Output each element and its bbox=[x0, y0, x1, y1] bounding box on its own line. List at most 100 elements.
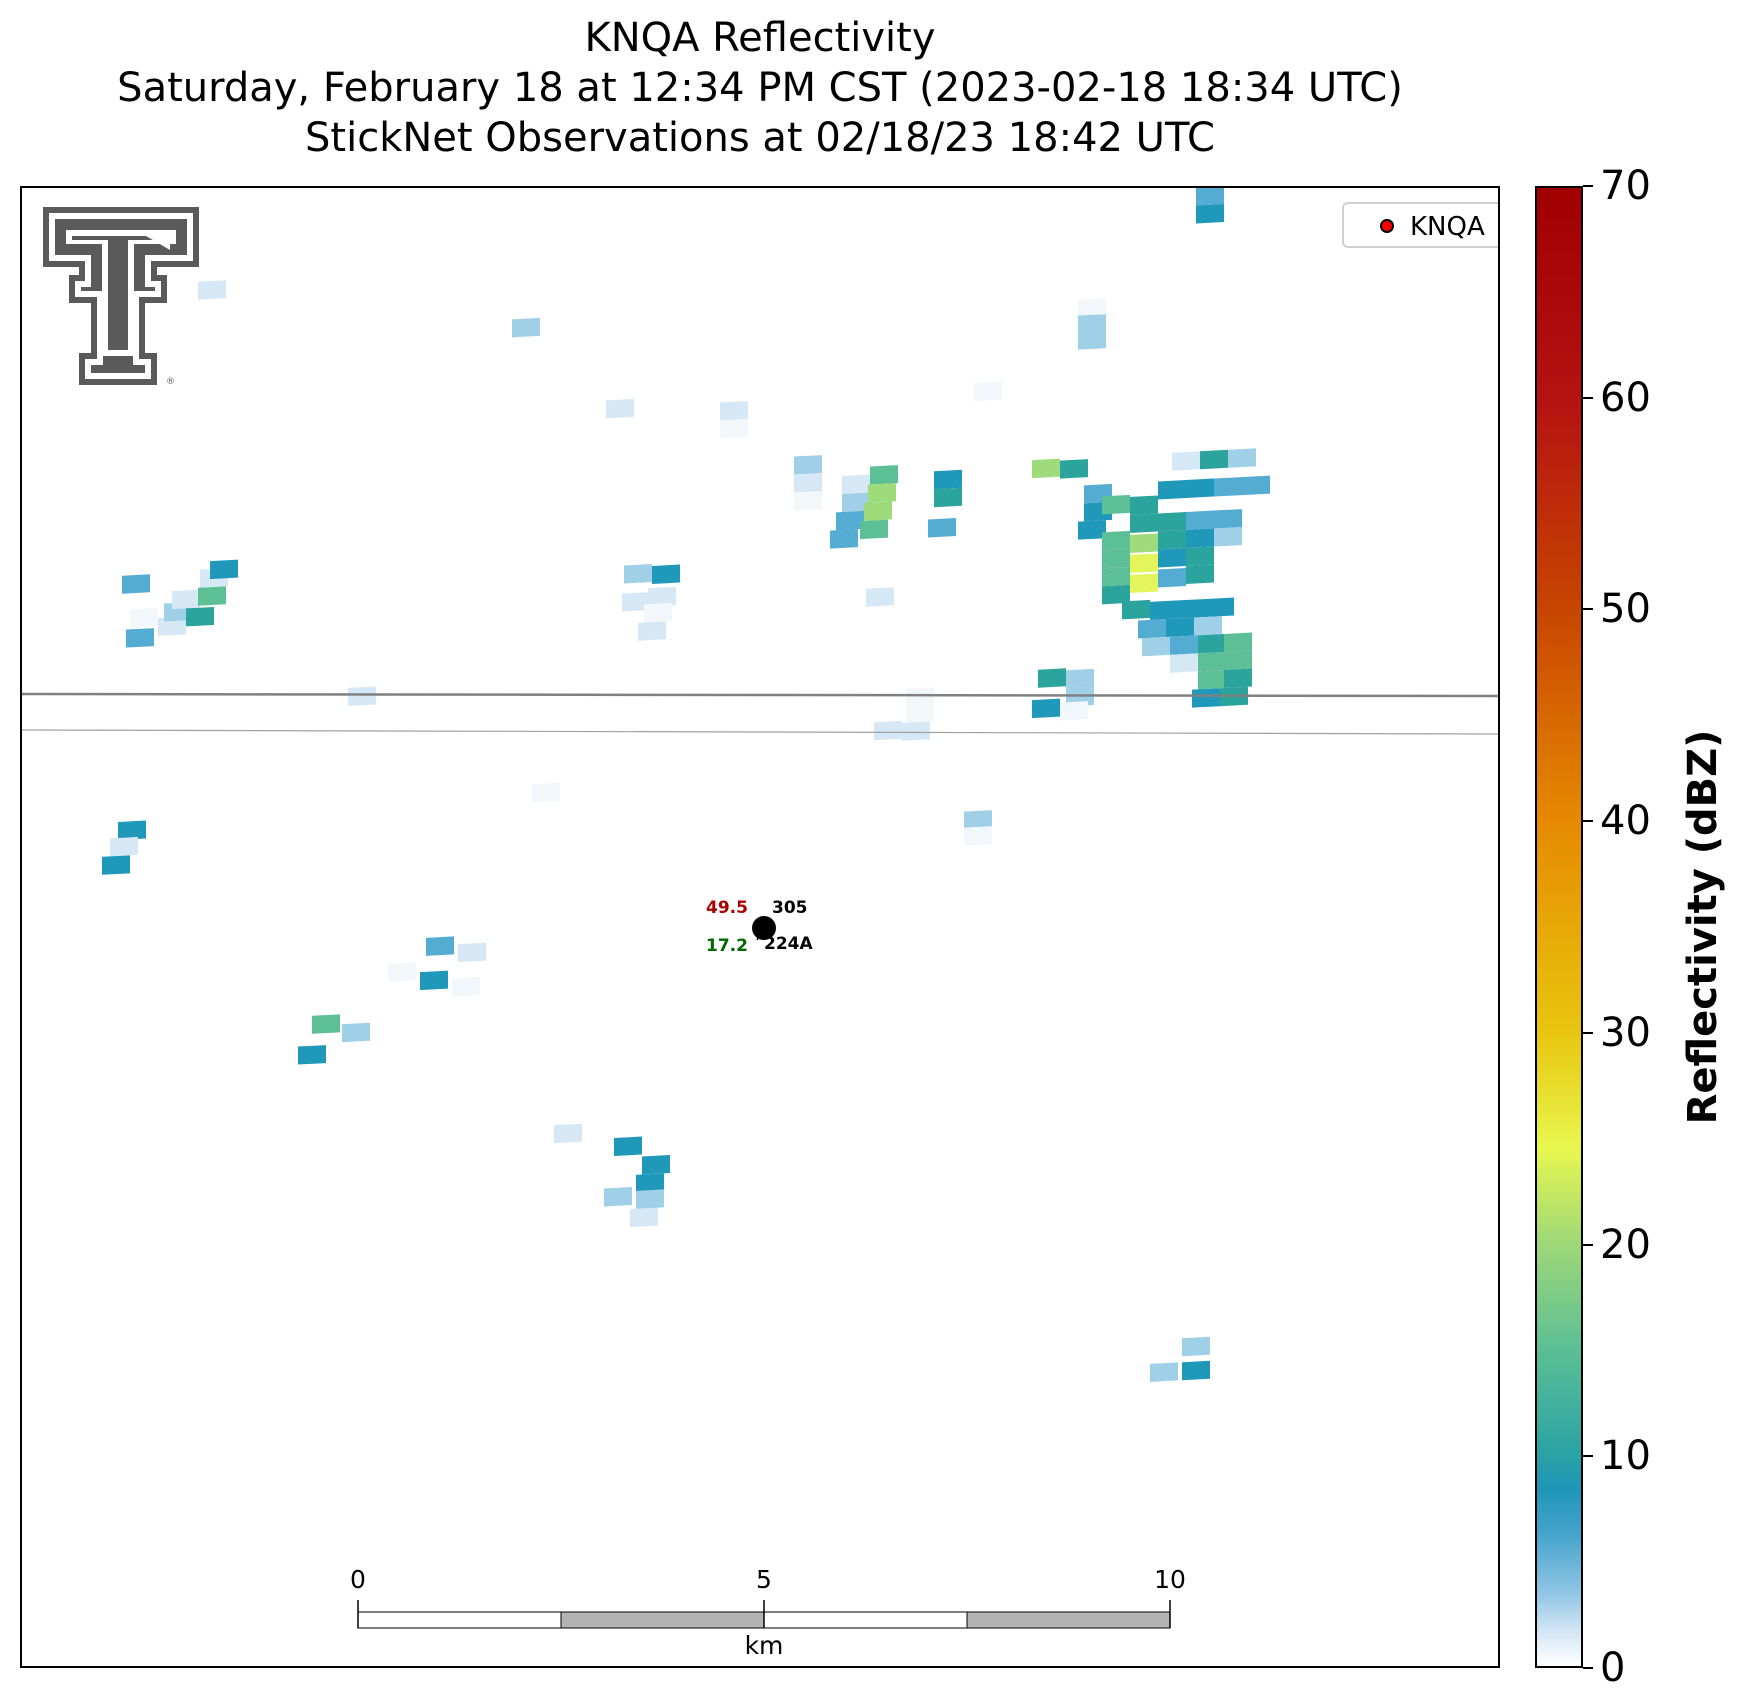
station-value-top: 49.5 bbox=[706, 898, 748, 918]
echo-pixel bbox=[1032, 458, 1060, 479]
colorbar-tick-label: 20 bbox=[1600, 1221, 1651, 1268]
echo-pixel bbox=[964, 826, 992, 846]
echo-pixel bbox=[1186, 478, 1214, 498]
colorbar-tick bbox=[1583, 608, 1593, 611]
echo-pixel bbox=[964, 810, 992, 830]
echo-pixel bbox=[1172, 451, 1200, 471]
echo-pixel bbox=[1224, 632, 1252, 653]
echo-pixel bbox=[1150, 1362, 1178, 1382]
echo-pixel bbox=[420, 970, 448, 991]
map-title-line-1: KNQA Reflectivity bbox=[584, 15, 936, 61]
echo-pixel bbox=[614, 1136, 642, 1156]
echo-pixel bbox=[864, 501, 892, 521]
echo-pixel bbox=[198, 586, 226, 606]
colorbar-tick-label: 70 bbox=[1600, 163, 1651, 209]
echo-pixel bbox=[1214, 509, 1242, 529]
echo-pixel bbox=[1228, 448, 1256, 468]
echo-pixel bbox=[648, 586, 676, 607]
echo-pixel bbox=[1170, 653, 1198, 673]
echo-pixel bbox=[1186, 528, 1214, 548]
echo-pixel bbox=[198, 280, 226, 300]
echo-pixel bbox=[426, 936, 454, 956]
radar-site-marker-icon bbox=[1380, 219, 1394, 233]
map-legend: KNQA bbox=[1342, 202, 1498, 248]
echo-pixel bbox=[1158, 567, 1186, 588]
echo-pixel bbox=[554, 1123, 582, 1144]
echo-pixel bbox=[624, 563, 652, 584]
colorbar-tick bbox=[1583, 396, 1593, 399]
echo-pixel bbox=[186, 606, 214, 627]
colorbar-tick-label: 30 bbox=[1600, 1009, 1651, 1056]
colorbar-tick bbox=[1583, 1455, 1593, 1458]
echo-pixel bbox=[298, 1045, 326, 1065]
echo-pixel bbox=[1186, 546, 1214, 566]
echo-pixel bbox=[794, 491, 822, 511]
echo-pixel bbox=[1102, 530, 1130, 551]
echo-pixel bbox=[1166, 617, 1194, 638]
echo-pixel bbox=[636, 1189, 664, 1209]
echo-pixel bbox=[1198, 651, 1226, 672]
scale-tick-label: 0 bbox=[350, 1565, 366, 1594]
echo-pixel bbox=[1198, 633, 1226, 654]
echo-pixel bbox=[604, 1187, 632, 1207]
echo-pixel bbox=[1078, 298, 1106, 318]
echo-pixel bbox=[348, 686, 376, 706]
echo-pixel bbox=[794, 473, 822, 493]
colorbar-tick bbox=[1583, 1243, 1593, 1246]
echo-pixel bbox=[1214, 477, 1242, 497]
svg-text:®: ® bbox=[166, 377, 175, 387]
echo-pixel bbox=[1038, 668, 1066, 688]
station-value-bottom: 17.2 bbox=[706, 936, 748, 956]
colorbar-tick bbox=[1583, 1667, 1593, 1669]
echo-pixel bbox=[860, 519, 888, 540]
echo-pixel bbox=[1130, 553, 1158, 573]
echo-pixel bbox=[342, 1022, 370, 1043]
radar-map[interactable]: ® KNQA 49.5 305 17.2 224A 0 5 10 km bbox=[20, 186, 1500, 1668]
echo-pixel bbox=[638, 621, 666, 641]
reflectivity-echoes bbox=[102, 188, 1270, 1382]
echo-pixel bbox=[934, 469, 962, 490]
colorbar-tick-label: 50 bbox=[1600, 586, 1651, 633]
road-line bbox=[22, 729, 1498, 735]
echo-pixel bbox=[1102, 548, 1130, 569]
echo-pixel bbox=[1060, 701, 1088, 721]
echo-pixel bbox=[1178, 598, 1206, 619]
echo-pixel bbox=[1158, 529, 1186, 550]
echo-pixel bbox=[874, 720, 902, 741]
scale-tick-label: 10 bbox=[1154, 1565, 1186, 1594]
echo-pixel bbox=[1130, 495, 1158, 515]
echo-pixel bbox=[172, 589, 200, 610]
echo-pixel bbox=[974, 381, 1002, 402]
echo-pixel bbox=[1130, 513, 1158, 533]
colorbar-tick-label: 60 bbox=[1600, 374, 1651, 421]
echo-pixel bbox=[122, 574, 150, 594]
radar-map-canvas: ® bbox=[22, 188, 1498, 1629]
echo-pixel bbox=[1078, 314, 1106, 334]
echo-pixel bbox=[630, 1207, 658, 1228]
echo-pixel bbox=[1224, 650, 1252, 671]
colorbar-tick bbox=[1583, 1031, 1593, 1034]
colorbar-tick-label: 0 bbox=[1600, 1645, 1626, 1691]
echo-pixel bbox=[794, 455, 822, 475]
echo-pixel bbox=[1102, 584, 1130, 605]
echo-pixel bbox=[102, 855, 130, 875]
legend-label: KNQA bbox=[1410, 212, 1485, 242]
echo-pixel bbox=[1158, 479, 1186, 500]
echo-pixel bbox=[1200, 449, 1228, 470]
echo-pixel bbox=[644, 602, 672, 623]
echo-pixel bbox=[866, 587, 894, 607]
echo-pixel bbox=[1182, 1336, 1210, 1357]
echo-pixel bbox=[836, 510, 864, 531]
echo-pixel bbox=[1182, 1360, 1210, 1381]
echo-pixel bbox=[1196, 204, 1224, 224]
echo-pixel bbox=[1170, 635, 1198, 655]
echo-pixel bbox=[1198, 669, 1226, 690]
echo-pixel bbox=[1102, 566, 1130, 587]
echo-pixel bbox=[1214, 527, 1242, 547]
echo-pixel bbox=[906, 703, 934, 723]
echo-pixel bbox=[130, 607, 158, 628]
echo-pixel bbox=[1192, 688, 1220, 708]
echo-pixel bbox=[902, 721, 930, 741]
echo-pixel bbox=[1130, 533, 1158, 553]
echo-pixel bbox=[1032, 698, 1060, 719]
